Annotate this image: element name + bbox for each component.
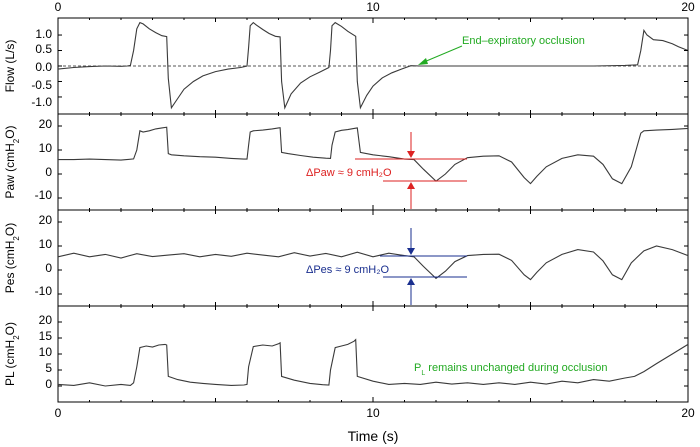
y-tick-label-pes: -10 xyxy=(35,284,53,298)
y-axis-title-pes-sub: 2 xyxy=(12,236,21,241)
pes-delta-marker xyxy=(380,228,467,305)
pes-arrowhead-bottom xyxy=(407,278,415,285)
y-axis-title-paw-tail: O) xyxy=(3,125,17,138)
annotation-pl-sub: L xyxy=(421,370,425,377)
occlusion-arrow-head xyxy=(418,58,428,65)
y-tick-label-paw: 20 xyxy=(39,117,53,131)
x-bottom-tick-label-2: 20 xyxy=(681,406,695,420)
y-axis-title-flow: Flow (L/s) xyxy=(3,40,17,93)
pes-arrowhead-top xyxy=(407,248,415,255)
annotation-pl-main: P xyxy=(414,362,421,374)
panel-frame-pl xyxy=(57,305,689,403)
y-tick-label-pl: 10 xyxy=(39,345,53,359)
paw-delta-marker xyxy=(355,132,467,209)
panel-frame-paw xyxy=(57,113,689,211)
occlusion-arrow-line xyxy=(423,45,463,63)
y-tick-label-flow: -1.0 xyxy=(31,95,52,109)
annotation-paw-delta: ΔPaw ≈ 9 cmH₂O xyxy=(306,167,392,179)
x-top-tick-label-2: 20 xyxy=(681,0,695,14)
y-axis-title-pl-main: PL (cmH xyxy=(3,340,17,386)
y-tick-label-paw: -10 xyxy=(35,188,53,202)
panel-frame-pes xyxy=(57,209,689,307)
x-bottom-tick-label-1: 10 xyxy=(366,406,380,420)
y-tick-label-pl: 20 xyxy=(39,313,53,327)
pes-trace xyxy=(57,245,689,281)
x-top-tick-label-0: 0 xyxy=(55,0,62,14)
x-bottom-tick-label-0: 0 xyxy=(55,406,62,420)
x-axis-title: Time (s) xyxy=(348,428,399,444)
y-tick-label-pl: 0 xyxy=(45,377,52,391)
y-axis-title-pes-main: Pes (cmH xyxy=(3,241,17,294)
y-tick-label-flow: -0.5 xyxy=(31,78,52,92)
pl-trace xyxy=(57,338,689,387)
paw-trace xyxy=(58,126,689,185)
y-axis-title-pl: PL (cmH2O) xyxy=(3,322,21,386)
y-axis-title-paw-sub: 2 xyxy=(12,138,21,143)
paw-arrowhead-top xyxy=(407,151,415,158)
annotation-occlusion: End–expiratory occlusion xyxy=(462,35,585,47)
y-tick-label-paw: 10 xyxy=(39,141,53,155)
y-axis-title-pl-tail: O) xyxy=(3,322,17,335)
flow-trace xyxy=(57,21,689,110)
y-tick-label-pl: 5 xyxy=(45,361,52,375)
y-tick-label-pes: 10 xyxy=(39,237,53,251)
annotation-pl-unchanged: PL remains unchanged during occlusion xyxy=(414,362,607,377)
y-axis-title-paw: Paw (cmH2O) xyxy=(3,125,21,198)
y-tick-label-flow: 0.0 xyxy=(35,60,52,74)
y-axis-title-pl-sub: 2 xyxy=(12,335,21,340)
y-tick-label-flow: 0.5 xyxy=(35,42,52,56)
y-tick-label-pl: 15 xyxy=(39,329,53,343)
y-axis-title-pes: Pes (cmH2O) xyxy=(3,223,21,293)
y-tick-label-pes: 20 xyxy=(39,213,53,227)
paw-arrowhead-bottom xyxy=(407,182,415,189)
y-tick-label-pes: 0 xyxy=(45,261,52,275)
y-axis-title-paw-main: Paw (cmH xyxy=(3,143,17,198)
y-tick-label-flow: 1.0 xyxy=(35,27,52,41)
axis-ticks xyxy=(57,18,689,402)
y-axis-title-pes-tail: O) xyxy=(3,223,17,236)
y-tick-label-paw: 0 xyxy=(45,165,52,179)
annotation-pl-tail: remains unchanged during occlusion xyxy=(425,362,607,374)
annotation-pes-delta: ΔPes ≈ 9 cmH₂O xyxy=(306,264,390,276)
x-top-tick-label-1: 10 xyxy=(366,0,380,14)
